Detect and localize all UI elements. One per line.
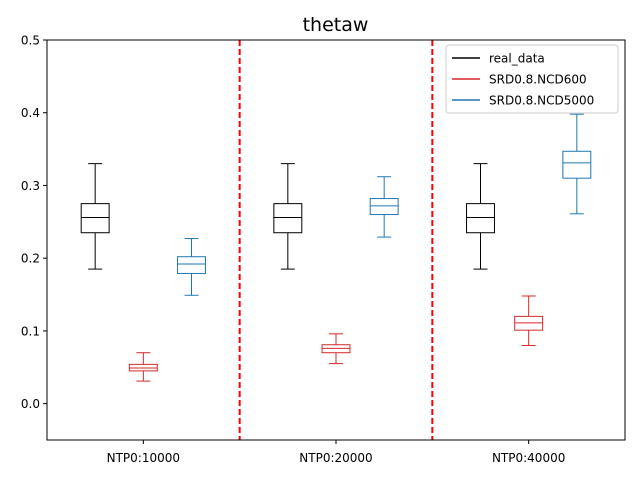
box-iqr <box>273 203 303 234</box>
box-plot <box>177 238 206 296</box>
y-tick-label: 0.5 <box>21 34 40 48</box>
x-axis: NTP0:10000 NTP0:20000 NTP0:40000 <box>107 440 565 465</box>
group-separators <box>238 40 434 440</box>
y-tick-label: 0.3 <box>21 179 40 193</box>
box-plot <box>80 163 110 270</box>
box-iqr <box>177 256 206 274</box>
box-plot <box>128 352 158 382</box>
y-axis: 0.0 0.1 0.2 0.3 0.4 0.5 <box>21 34 47 411</box>
y-tick-label: 0.1 <box>21 324 40 338</box>
legend-label: real_data <box>489 52 545 66</box>
y-tick-label: 0.0 <box>21 397 40 411</box>
box-plots <box>80 113 592 382</box>
box-iqr <box>562 150 592 179</box>
x-tick-label: NTP0:40000 <box>492 451 565 465</box>
y-tick-label: 0.2 <box>21 252 40 266</box>
legend-box <box>445 44 619 114</box>
box-iqr <box>80 203 110 234</box>
x-tick-label: NTP0:20000 <box>299 451 372 465</box>
chart-title: thetaw <box>303 14 369 36</box>
legend-label: SRD0.8.NCD5000 <box>489 94 594 108</box>
box-plot <box>321 333 351 365</box>
legend: real_data SRD0.8.NCD600 SRD0.8.NCD5000 <box>445 44 619 114</box>
box-plot <box>514 295 544 346</box>
y-tick-label: 0.4 <box>21 106 40 120</box>
box-plot <box>369 176 399 238</box>
box-plot <box>466 163 495 270</box>
legend-label: SRD0.8.NCD600 <box>489 73 587 87</box>
box-iqr <box>466 203 495 234</box>
x-tick-label: NTP0:10000 <box>107 451 180 465</box>
box-plot <box>562 113 592 215</box>
box-iqr <box>369 198 399 216</box>
box-plot <box>273 163 303 270</box>
